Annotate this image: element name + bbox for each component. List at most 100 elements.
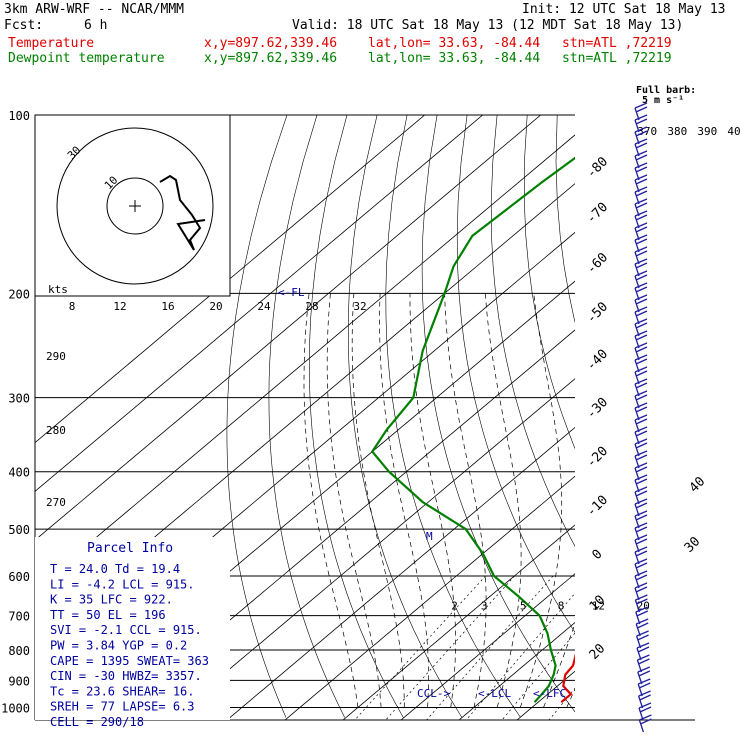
wind-barb-flag-33	[634, 498, 648, 505]
mixing-ratio-5	[426, 575, 554, 720]
wind-barb-flag2-0	[635, 106, 648, 113]
isotherm--20	[284, 475, 575, 720]
wind-barb-flag2-21	[635, 358, 648, 365]
wind-barb-shaft-42	[635, 611, 641, 625]
dewpoint-xy: x,y=897.62,339.46	[204, 51, 338, 66]
theta-left-tick-290: 290	[46, 350, 66, 363]
wind-barb-flag-27	[634, 426, 648, 433]
dry-adiabat-340	[555, 115, 575, 324]
mixing-ratio-label-12: 12	[592, 600, 605, 613]
wind-barb-flag2-31	[635, 478, 648, 485]
hodograph-ring-outer	[56, 127, 214, 285]
theta-tick-400: 400	[727, 125, 740, 138]
temperature-station: stn=ATL ,72219	[562, 36, 672, 51]
speed-scale-32: 32	[353, 300, 366, 313]
wind-barb-flag-16	[634, 294, 648, 301]
wind-barb-flag-20	[634, 342, 648, 349]
wind-barb-flag2-46	[638, 658, 650, 665]
annotation-fl: <-FL	[278, 286, 305, 299]
parcel-row-10: CELL = 290/18	[50, 715, 144, 729]
wind-barb-flag-50	[638, 702, 652, 709]
temp-tick--40: -40	[584, 347, 611, 374]
pressure-tick-1000: 1000	[1, 701, 30, 715]
moist-adiabat-6	[409, 293, 456, 708]
wind-barb-flag-30	[634, 462, 648, 469]
speed-scale-20: 20	[209, 300, 222, 313]
wind-barb-flag-0	[634, 102, 648, 109]
hodograph-ring-inner	[106, 177, 164, 235]
wind-barb-flag-9	[634, 210, 648, 217]
parcel-row-0: T = 24.0 Td = 19.4	[50, 562, 180, 576]
moist-adiabat-14	[484, 293, 522, 708]
wind-barb-flag-39	[634, 570, 648, 577]
speed-scale-12: 12	[113, 300, 126, 313]
isotherm--110	[35, 115, 483, 492]
wind-barb-flag-51	[639, 714, 652, 721]
wind-barb-flag-4	[634, 150, 648, 157]
pressure-tick-600: 600	[8, 570, 30, 584]
temperature-legend: Temperature	[8, 36, 95, 51]
wind-barb-flag2-14	[635, 274, 648, 281]
wind-barb-flag-3	[634, 138, 648, 145]
isotherm--100	[35, 115, 541, 541]
pressure-tick-400: 400	[8, 466, 30, 480]
wind-barb-flag-46	[637, 654, 650, 661]
mixing-ratio-20	[548, 687, 575, 720]
wind-barb-flag-43	[635, 618, 649, 625]
annotation-m: M	[426, 530, 433, 543]
moist-adiabat-30	[590, 293, 735, 707]
wind-barb-flag2-12	[635, 250, 648, 257]
wind-barb-shaft-50	[638, 707, 644, 721]
wind-barb-flag-18	[634, 318, 648, 325]
wind-barb-flag2-27	[635, 430, 648, 437]
wind-barb-flag2-33	[635, 502, 648, 509]
wind-barb-flag2-13	[635, 262, 648, 269]
pressure-tick-500: 500	[8, 523, 30, 537]
theta-tick-390: 390	[697, 125, 717, 138]
temp-tick-0: 0	[589, 547, 605, 563]
temp-tick--30: -30	[584, 395, 611, 422]
isotherm-10	[458, 621, 575, 720]
wind-barb-flag-14	[634, 270, 648, 277]
wind-barb-flag-5	[634, 162, 648, 169]
temp-tick--80: -80	[584, 154, 611, 181]
mixing-ratio-3	[385, 575, 515, 720]
speed-scale-16: 16	[161, 300, 174, 313]
parcel-row-9: SREH = 77 LAPSE= 6.3	[50, 700, 195, 714]
wind-barb-flag-38	[634, 558, 648, 565]
wind-barb-flag2-8	[635, 202, 648, 209]
speed-scale-24: 24	[257, 300, 271, 313]
valid-time: Valid: 18 UTC Sat 18 May 13 (12 MDT Sat …	[292, 18, 684, 33]
wind-barb-flag2-30	[635, 466, 648, 473]
wind-barb-flag2-49	[639, 694, 651, 701]
dry-adiabat-260	[268, 115, 345, 718]
isotherm-40	[633, 115, 740, 720]
wind-barb-flag-49	[638, 690, 651, 697]
wind-barb-flag-28	[634, 438, 648, 445]
temp-tick--10: -10	[584, 493, 611, 520]
wind-barb-flag2-2	[635, 130, 648, 137]
temperature-line	[560, 653, 575, 704]
parcel-info-box: Parcel Info T = 24.0 Td = 19.4LI = -4.2 …	[35, 537, 230, 729]
theta-left-tick-280: 280	[46, 424, 66, 437]
wind-barb-flag-37	[634, 546, 648, 553]
isotherm--30	[226, 426, 575, 720]
dry-adiabat-370	[647, 115, 740, 718]
parcel-row-8: Tc = 23.6 SHEAR= 16.	[50, 684, 195, 698]
theta-tick-380: 380	[667, 125, 687, 138]
forecast-value: 6 h	[84, 18, 108, 33]
wind-barb-flag2-28	[635, 442, 648, 449]
wind-barb-shaft-45	[636, 647, 642, 661]
wind-barb-flag-31	[634, 474, 648, 481]
wind-barb-flag-11	[634, 234, 648, 241]
annotation-lfc: <-LFC	[533, 687, 566, 700]
wind-barb-flag2-18	[635, 322, 648, 329]
wind-barb-flag-8	[634, 198, 648, 205]
wind-barb-flag2-40	[635, 586, 648, 593]
temperature-latlon: lat,lon= 33.63, -84.44	[368, 36, 541, 51]
wind-barb-flag2-51	[640, 718, 652, 725]
init-time: Init: 12 UTC Sat 18 May 13	[522, 2, 726, 17]
wind-barb-flag2-9	[635, 214, 648, 221]
wind-barb-flag2-20	[635, 346, 648, 353]
wind-barb-flag2-11	[635, 238, 648, 245]
